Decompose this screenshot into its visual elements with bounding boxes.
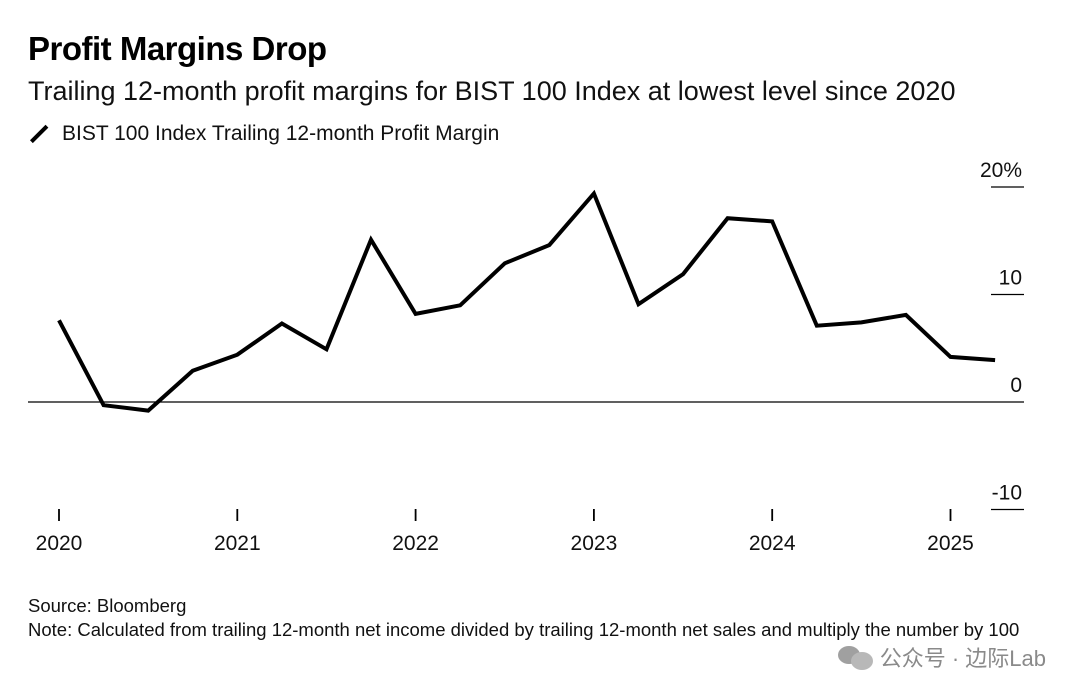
chart-title: Profit Margins Drop xyxy=(28,30,327,67)
chart-subtitle: Trailing 12-month profit margins for BIS… xyxy=(28,76,956,106)
watermark: 公众号 · 边际Lab xyxy=(837,641,1046,673)
legend-line-swatch xyxy=(29,124,49,144)
series-line-profit-margin xyxy=(57,189,996,413)
watermark-text: 公众号 · 边际Lab xyxy=(879,646,1046,671)
note-text: Note: Calculated from trailing 12-month … xyxy=(28,619,1020,640)
legend-label: BIST 100 Index Trailing 12-month Profit … xyxy=(62,122,500,145)
y-tick-label: 0 xyxy=(1010,374,1022,397)
x-tick-label: 2024 xyxy=(749,532,796,555)
legend: BIST 100 Index Trailing 12-month Profit … xyxy=(28,122,499,146)
x-tick-label: 2022 xyxy=(392,532,439,555)
footer: Source: Bloomberg Note: Calculated from … xyxy=(28,594,1038,642)
y-tick-label: 20% xyxy=(980,159,1022,182)
x-tick-label: 2020 xyxy=(36,532,83,555)
x-tick-label: 2021 xyxy=(214,532,261,555)
y-tick-label: -10 xyxy=(992,482,1022,505)
line-chart: 20% 10 0 -10 2020 2021 2022 2023 2024 2025 xyxy=(28,159,1024,555)
x-tick-label: 2023 xyxy=(571,532,618,555)
x-tick-label: 2025 xyxy=(927,532,974,555)
y-tick-label: 10 xyxy=(999,267,1022,290)
chat-bubble-icon xyxy=(837,644,874,670)
source-text: Source: Bloomberg xyxy=(28,595,187,616)
